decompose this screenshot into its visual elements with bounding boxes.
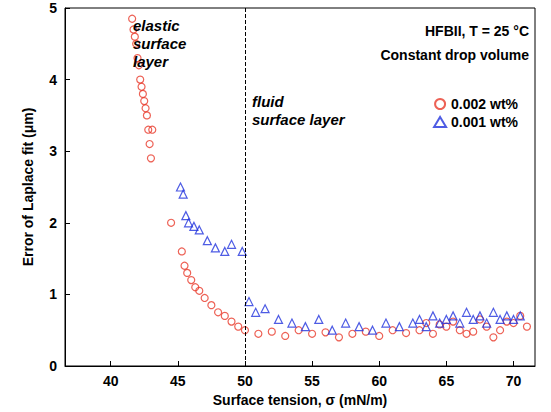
svg-text:55: 55 bbox=[304, 373, 320, 389]
svg-text:65: 65 bbox=[439, 373, 455, 389]
svg-text:50: 50 bbox=[237, 373, 253, 389]
svg-text:fluid: fluid bbox=[252, 93, 284, 110]
svg-text:60: 60 bbox=[371, 373, 387, 389]
svg-text:70: 70 bbox=[506, 373, 522, 389]
svg-text:Surface tension, σ (mN/m): Surface tension, σ (mN/m) bbox=[213, 392, 388, 408]
svg-text:0.001 wt%: 0.001 wt% bbox=[451, 114, 518, 130]
svg-text:1: 1 bbox=[49, 286, 57, 302]
svg-text:layer: layer bbox=[133, 53, 169, 70]
svg-text:2: 2 bbox=[49, 215, 57, 231]
svg-text:Error of Laplace fit (μm): Error of Laplace fit (μm) bbox=[20, 108, 36, 267]
svg-text:4: 4 bbox=[49, 72, 57, 88]
svg-text:45: 45 bbox=[170, 373, 186, 389]
svg-text:3: 3 bbox=[49, 143, 57, 159]
svg-text:5: 5 bbox=[49, 0, 57, 16]
svg-text:40: 40 bbox=[103, 373, 119, 389]
svg-text:0: 0 bbox=[49, 358, 57, 374]
svg-text:Constant drop volume: Constant drop volume bbox=[380, 47, 529, 63]
svg-text:surface layer: surface layer bbox=[252, 111, 346, 128]
svg-text:surface: surface bbox=[133, 35, 186, 52]
svg-text:HFBII, T = 25 °C: HFBII, T = 25 °C bbox=[425, 23, 529, 39]
svg-text:elastic: elastic bbox=[133, 17, 180, 34]
svg-text:0.002 wt%: 0.002 wt% bbox=[451, 96, 518, 112]
